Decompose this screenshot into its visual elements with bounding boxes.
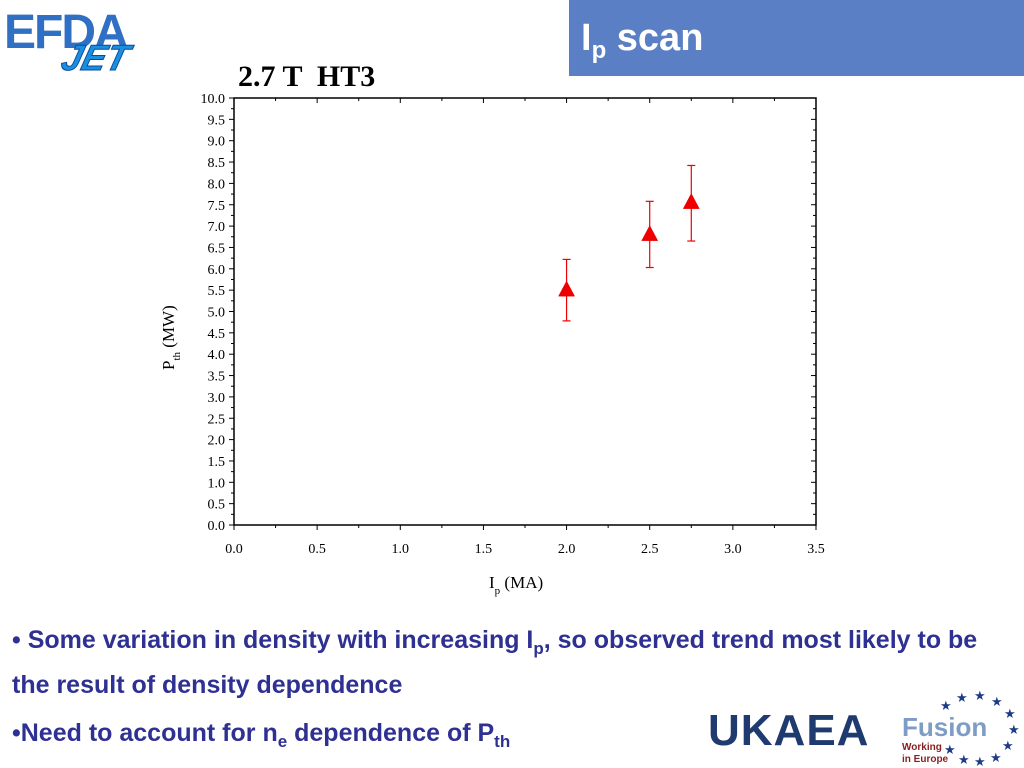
y-tick-label: 4.0: [208, 348, 226, 363]
y-tick-label: 10.0: [201, 92, 226, 107]
svg-text:★: ★: [1004, 707, 1016, 722]
y-tick-label: 3.5: [208, 370, 226, 385]
y-tick-label: 5.0: [208, 306, 226, 321]
y-tick-label: 1.5: [208, 455, 226, 470]
data-series: [559, 165, 700, 320]
x-tick-label: 3.0: [724, 542, 742, 557]
data-point-triangle: [683, 194, 699, 209]
y-axis-label: Pth (MW): [159, 305, 183, 370]
fusion-logo-text: Fusion: [902, 712, 987, 742]
y-tick-label: 4.5: [208, 327, 226, 342]
y-tick-label: 9.5: [208, 113, 226, 128]
bullet-1-sub: p: [533, 639, 543, 658]
x-tick-label: 0.5: [308, 542, 326, 557]
bullet-2-sub: e: [278, 732, 287, 751]
plot-frame: [234, 98, 816, 525]
svg-text:★: ★: [990, 751, 1002, 766]
bullet-1-text-a: • Some variation in density with increas…: [12, 626, 533, 654]
y-tick-label: 9.0: [208, 135, 226, 150]
y-tick-label: 6.5: [208, 241, 226, 256]
y-axis-label-rest: (MW): [159, 305, 178, 352]
y-tick-label: 6.0: [208, 263, 226, 278]
x-axis-label-rest: (MA): [500, 573, 543, 592]
x-tick-label: 2.0: [558, 542, 576, 557]
ukaea-logo: UKAEA: [708, 706, 869, 756]
svg-text:★: ★: [1008, 723, 1020, 738]
y-tick-label: 8.0: [208, 177, 226, 192]
y-tick-label: 2.0: [208, 434, 226, 449]
bullet-2-sub2: th: [494, 732, 510, 751]
data-point-triangle: [642, 226, 658, 241]
svg-text:★: ★: [958, 753, 970, 768]
fusion-logo-sub2: in Europe: [902, 754, 949, 765]
y-tick-label: 2.5: [208, 412, 226, 427]
x-tick-label: 1.0: [392, 542, 410, 557]
fusion-europe-logo: ★ ★ ★ ★★★ ★★★ ★★ Fusion Working in Europe: [896, 688, 1024, 768]
plot-border: [234, 98, 816, 525]
svg-text:★: ★: [1002, 739, 1014, 754]
y-tick-label: 1.0: [208, 476, 226, 491]
data-point-triangle: [559, 281, 575, 296]
bullet-2-text-b: dependence of P: [287, 719, 494, 747]
y-tick-label: 7.5: [208, 199, 226, 214]
x-tick-label: 3.5: [807, 542, 825, 557]
y-tick-label: 7.0: [208, 220, 226, 235]
x-axis-label: Ip (MA): [489, 573, 543, 597]
fusion-logo-sub1: Working: [902, 742, 942, 753]
svg-text:★: ★: [956, 691, 968, 706]
y-tick-label: 0.5: [208, 498, 226, 513]
bullet-2-text-a: •Need to account for n: [12, 719, 278, 747]
y-axis: 0.0 0.5 1.0 1.5 2.0 2.5 3.0 3.5 4.0 4.5 5.0 5.5 6.0 6…: [201, 92, 817, 534]
svg-text:★: ★: [974, 689, 986, 704]
x-tick-label: 1.5: [475, 542, 493, 557]
x-tick-label: 2.5: [641, 542, 659, 557]
svg-text:★: ★: [974, 755, 986, 768]
x-tick-label: 0.0: [225, 542, 243, 557]
y-axis-label-main: P: [159, 361, 178, 370]
y-tick-label: 8.5: [208, 156, 226, 171]
x-axis: 0.0 0.5 1.0 1.5 2.0 2.5 3.0 3.5: [225, 98, 825, 557]
y-tick-label: 3.0: [208, 391, 226, 406]
svg-text:★: ★: [991, 695, 1003, 710]
y-tick-label: 0.0: [208, 519, 226, 534]
bullet-1: • Some variation in density with increas…: [12, 622, 1002, 703]
y-tick-label: 5.5: [208, 284, 226, 299]
